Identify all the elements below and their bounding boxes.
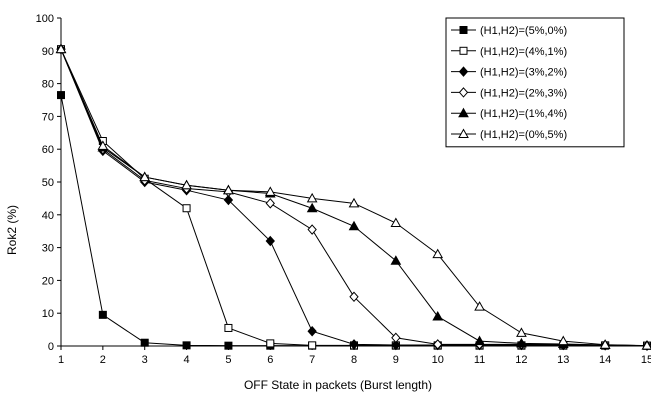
x-axis-title: OFF State in packets (Burst length) [244,378,432,392]
data-point [349,291,359,303]
data-point [97,140,109,150]
x-tick-label: 14 [599,354,611,366]
x-tick-label: 12 [515,354,527,366]
data-point [264,186,276,196]
legend-item: (H1,H2)=(0%,5%) [451,128,567,141]
legend-box [445,17,625,148]
data-point [307,224,317,235]
data-point [266,339,275,348]
data-point [306,192,318,203]
data-point [223,194,234,206]
x-tick-label: 1 [58,354,64,366]
data-point [516,327,527,337]
legend-label: (H1,H2)=(1%,4%) [480,108,567,120]
data-point [391,339,401,351]
legend-item: (H1,H2)=(3%,2%) [451,66,567,79]
y-tick-label: 50 [42,177,54,189]
legend-label: (H1,H2)=(0%,5%) [480,129,567,141]
legend-marker [459,26,468,34]
data-point [474,301,485,311]
data-point [557,335,569,346]
y-tick-label: 60 [42,144,54,156]
y-tick-label: 30 [42,243,54,255]
data-point [182,341,191,350]
legend-marker [458,128,469,138]
data-point [599,339,611,349]
legend-item: (H1,H2)=(1%,4%) [451,107,567,120]
legend-marker [458,66,469,77]
data-point [182,204,191,213]
x-tick-label: 10 [432,354,444,366]
legend-marker [458,107,469,118]
data-point [55,43,67,54]
legend-label: (H1,H2)=(3%,2%) [480,67,567,79]
data-point [224,341,233,350]
legend: (H1,H2)=(5%,0%) (H1,H2)=(4%,1%) (H1,H2)=(3… [445,17,625,148]
data-point [432,248,444,259]
y-tick-label: 10 [42,308,54,320]
y-tick-label: 0 [48,341,54,353]
data-point [57,91,65,100]
data-point [306,202,318,213]
data-point [432,310,444,321]
x-tick-label: 7 [309,354,315,366]
data-point [224,323,233,332]
legend-item: (H1,H2)=(5%,0%) [451,25,567,37]
data-point [265,198,275,209]
x-tick-label: 2 [100,354,106,366]
legend-label: (H1,H2)=(4%,1%) [480,46,567,58]
y-tick-label: 40 [42,210,54,222]
legend-label: (H1,H2)=(2%,3%) [480,87,567,99]
data-point [348,220,360,231]
x-tick-label: 11 [474,354,485,366]
data-point [98,310,107,319]
x-tick-label: 6 [267,354,273,366]
data-point [474,335,485,346]
y-tick-label: 20 [42,275,54,287]
legend-marker [459,46,468,55]
y-tick-label: 100 [36,13,54,25]
legend-item: (H1,H2)=(2%,3%) [451,87,567,99]
x-tick-label: 4 [184,354,190,366]
data-point [139,171,151,182]
data-point [516,337,527,348]
data-point [223,184,234,195]
y-tick-label: 90 [42,46,54,58]
data-point [181,179,192,190]
data-point [390,217,402,227]
series-6 [55,43,651,350]
data-point [265,235,275,247]
data-point [349,339,359,350]
y-tick-label: 80 [42,79,54,91]
legend-label: (H1,H2)=(5%,0%) [480,25,567,37]
data-point [140,338,149,347]
legend-marker [458,87,469,98]
data-point [307,325,317,337]
x-tick-label: 5 [225,354,231,366]
data-point [433,339,443,350]
data-point [390,255,402,265]
x-tick-label: 15 [641,354,651,366]
data-point [391,332,401,344]
series-layer [55,43,651,351]
data-point [308,341,317,350]
x-tick-label: 8 [351,354,357,366]
data-point [348,197,360,208]
y-axis-title: Rok2 (%) [5,205,19,255]
y-axis-ticks: 0 10 20 30 40 50 60 70 80 90 100 [36,13,61,353]
data-point [641,340,651,350]
x-tick-label: 13 [557,354,569,366]
x-tick-label: 9 [393,354,399,366]
y-tick-label: 70 [42,111,54,123]
x-tick-label: 3 [142,354,148,366]
legend-item: (H1,H2)=(4%,1%) [451,46,567,58]
